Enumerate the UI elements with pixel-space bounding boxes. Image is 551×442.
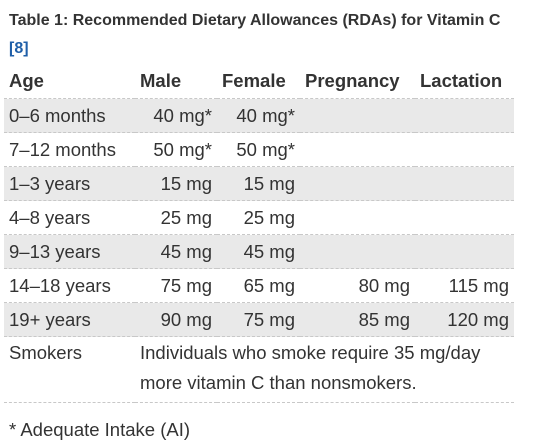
table-row: 1–3 years 15 mg 15 mg <box>4 166 514 201</box>
cell-lactation <box>415 200 514 235</box>
reference-link[interactable]: [8] <box>9 40 29 57</box>
cell-pregnancy <box>300 98 415 133</box>
header-lactation: Lactation <box>415 64 514 99</box>
cell-lactation <box>415 166 514 201</box>
cell-pregnancy <box>300 166 415 201</box>
cell-female: 75 mg <box>217 302 300 337</box>
cell-pregnancy <box>300 234 415 269</box>
cell-lactation <box>415 132 514 167</box>
cell-age: 0–6 months <box>4 98 135 133</box>
cell-female: 40 mg* <box>217 98 300 133</box>
cell-male: 15 mg <box>135 166 217 201</box>
cell-lactation <box>415 234 514 269</box>
smokers-note: Individuals who smoke require 35 mg/day … <box>135 336 514 403</box>
cell-age: 7–12 months <box>4 132 135 167</box>
table-header-row: Age Male Female Pregnancy Lactation <box>4 64 514 99</box>
cell-pregnancy: 80 mg <box>300 268 415 303</box>
cell-age: Smokers <box>4 336 135 403</box>
caption-text: Table 1: Recommended Dietary Allowances … <box>9 12 501 29</box>
cell-lactation <box>415 98 514 133</box>
cell-male: 25 mg <box>135 200 217 235</box>
cell-age: 4–8 years <box>4 200 135 235</box>
cell-male: 90 mg <box>135 302 217 337</box>
header-female: Female <box>217 64 300 99</box>
cell-male: 45 mg <box>135 234 217 269</box>
header-age: Age <box>4 64 135 99</box>
cell-female: 50 mg* <box>217 132 300 167</box>
cell-pregnancy: 85 mg <box>300 302 415 337</box>
table-row-smokers: Smokers Individuals who smoke require 35… <box>4 336 514 403</box>
table-row: 7–12 months 50 mg* 50 mg* <box>4 132 514 167</box>
header-male: Male <box>135 64 217 99</box>
cell-female: 65 mg <box>217 268 300 303</box>
header-pregnancy: Pregnancy <box>300 64 415 99</box>
cell-lactation: 120 mg <box>415 302 514 337</box>
cell-age: 1–3 years <box>4 166 135 201</box>
table-row: 4–8 years 25 mg 25 mg <box>4 200 514 235</box>
table-row: 0–6 months 40 mg* 40 mg* <box>4 98 514 133</box>
cell-male: 50 mg* <box>135 132 217 167</box>
cell-male: 75 mg <box>135 268 217 303</box>
cell-female: 15 mg <box>217 166 300 201</box>
cell-age: 19+ years <box>4 302 135 337</box>
cell-age: 14–18 years <box>4 268 135 303</box>
table-row: 19+ years 90 mg 75 mg 85 mg 120 mg <box>4 302 514 337</box>
cell-female: 25 mg <box>217 200 300 235</box>
cell-pregnancy <box>300 132 415 167</box>
table-caption: Table 1: Recommended Dietary Allowances … <box>9 7 544 63</box>
footnote: * Adequate Intake (AI) <box>9 419 191 440</box>
cell-pregnancy <box>300 200 415 235</box>
cell-female: 45 mg <box>217 234 300 269</box>
rda-table: Age Male Female Pregnancy Lactation 0–6 … <box>4 64 514 403</box>
table-row: 9–13 years 45 mg 45 mg <box>4 234 514 269</box>
table-row: 14–18 years 75 mg 65 mg 80 mg 115 mg <box>4 268 514 303</box>
cell-lactation: 115 mg <box>415 268 514 303</box>
cell-age: 9–13 years <box>4 234 135 269</box>
cell-male: 40 mg* <box>135 98 217 133</box>
